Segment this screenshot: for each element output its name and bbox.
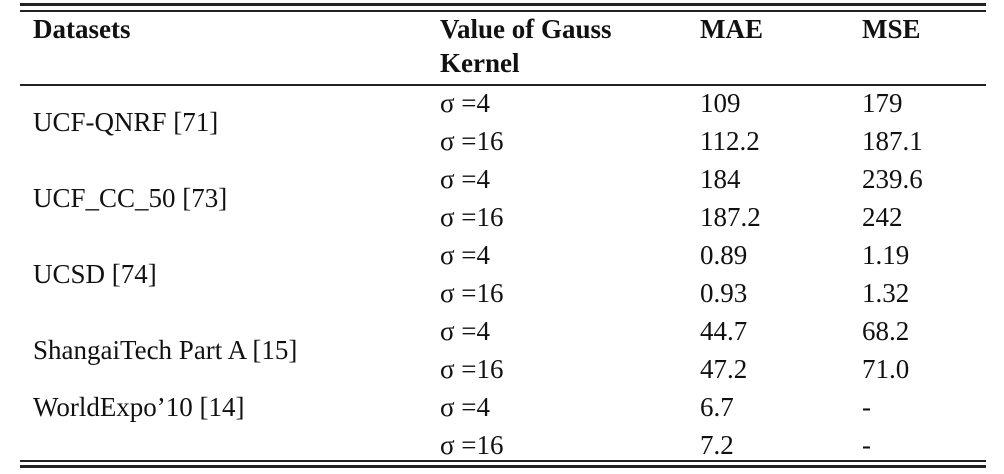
mae: 187.2 xyxy=(700,202,761,232)
mse: 239.6 xyxy=(862,164,923,194)
dataset-name: UCF-QNRF [71] xyxy=(33,107,219,137)
mae: 47.2 xyxy=(700,354,748,384)
mae: 6.7 xyxy=(700,392,734,422)
kernel: σ =4 xyxy=(440,240,491,270)
mse: 242 xyxy=(862,202,903,232)
kernel: σ =16 xyxy=(440,430,504,460)
dataset-name: UCF_CC_50 [73] xyxy=(33,183,228,213)
mae: 44.7 xyxy=(700,316,748,346)
mae: 0.93 xyxy=(700,278,748,308)
header-rule xyxy=(20,84,986,86)
mse: 1.32 xyxy=(862,278,910,308)
mse: - xyxy=(862,392,871,422)
kernel: σ =4 xyxy=(440,316,491,346)
top-rule xyxy=(20,3,986,6)
kernel: σ =4 xyxy=(440,164,491,194)
kernel: σ =16 xyxy=(440,278,504,308)
mae: 109 xyxy=(700,88,741,118)
bottom-rule xyxy=(20,465,986,468)
mse: - xyxy=(862,430,871,460)
mse: 68.2 xyxy=(862,316,910,346)
header-cell: Value of Gauss Kernel xyxy=(440,14,612,78)
mae: 184 xyxy=(700,164,741,194)
kernel: σ =4 xyxy=(440,88,491,118)
top-rule-thin xyxy=(20,10,986,12)
dataset-name: WorldExpo’10 [14] xyxy=(33,392,245,422)
mse: 1.19 xyxy=(862,240,910,270)
dataset-name: UCSD [74] xyxy=(33,259,157,289)
mae: 112.2 xyxy=(700,126,760,156)
mae: 7.2 xyxy=(700,430,734,460)
mse: 179 xyxy=(862,88,903,118)
header-cell: Datasets xyxy=(33,14,131,44)
kernel: σ =16 xyxy=(440,126,504,156)
dataset-name: ShangaiTech Part A [15] xyxy=(33,335,298,365)
kernel: σ =16 xyxy=(440,202,504,232)
kernel: σ =4 xyxy=(440,392,491,422)
kernel: σ =16 xyxy=(440,354,504,384)
mse: 71.0 xyxy=(862,354,910,384)
bottom-rule-thin xyxy=(20,460,986,462)
header-cell: MSE xyxy=(862,14,921,44)
header-cell: MAE xyxy=(700,14,763,44)
mse: 187.1 xyxy=(862,126,923,156)
mae: 0.89 xyxy=(700,240,748,270)
